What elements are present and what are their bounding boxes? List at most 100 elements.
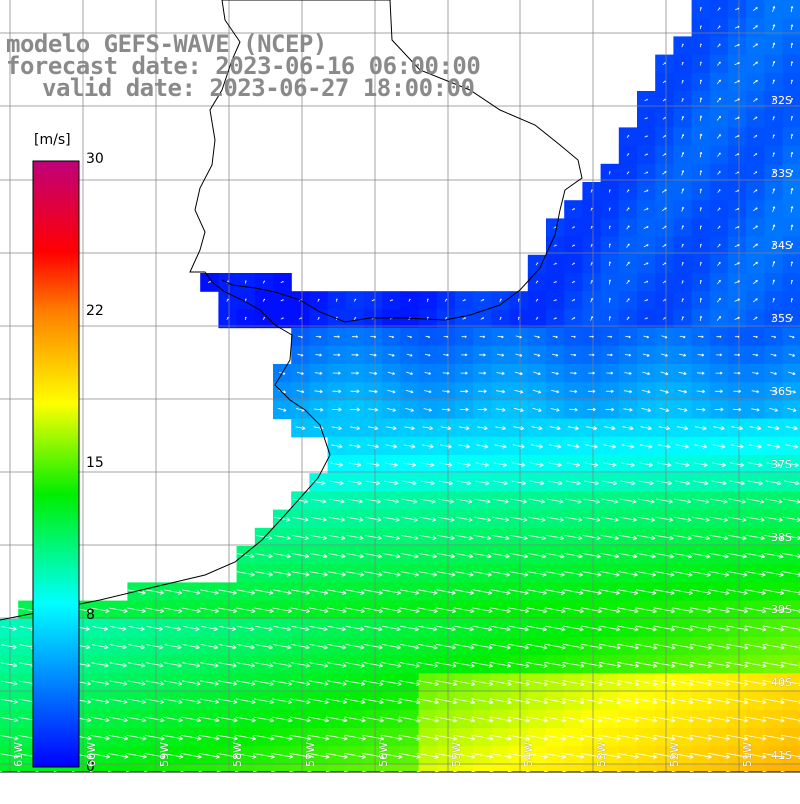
wind-arrow: [453, 734, 476, 741]
lon-label-61w: 61W: [12, 742, 25, 767]
wind-arrow: [636, 553, 656, 559]
wind-arrow: [699, 243, 702, 248]
wind-arrow: [763, 552, 784, 559]
wind-arrow: [562, 752, 585, 759]
lon-label-56w: 56W: [377, 742, 390, 767]
wind-arrow: [490, 589, 511, 595]
wind-arrow: [599, 589, 620, 595]
wind-arrow: [752, 353, 759, 357]
wind-arrow: [604, 425, 616, 431]
wind-arrow: [346, 535, 364, 541]
wind-arrow: [676, 444, 689, 449]
wind-arrow: [440, 444, 452, 449]
wind-arrow: [640, 425, 652, 431]
wind-arrow: [562, 607, 584, 614]
wind-arrow: [571, 280, 575, 284]
wind-arrow: [690, 607, 712, 614]
wind-speed-cell: [473, 764, 492, 772]
wind-arrow: [590, 189, 593, 193]
wind-arrow: [91, 644, 109, 650]
wind-arrow: [553, 299, 557, 302]
wind-arrow: [590, 243, 593, 248]
wind-arrow: [344, 698, 366, 705]
wind-arrow: [762, 661, 785, 668]
wind-arrow: [790, 79, 793, 85]
wind-arrow: [599, 643, 621, 650]
wind-arrow: [200, 662, 219, 668]
wind-speed-cell: [709, 254, 729, 274]
wind-arrow: [713, 425, 725, 431]
wind-speed-cell: [709, 273, 729, 292]
wind-arrow: [782, 516, 800, 522]
wind-arrow: [571, 317, 576, 320]
wind-arrow: [442, 389, 450, 394]
wind-arrow: [658, 425, 671, 431]
lat-label-34s: 34S: [771, 239, 792, 252]
wind-arrow: [296, 390, 305, 394]
wind-speed-cell: [0, 764, 19, 772]
wind-arrow: [606, 371, 614, 375]
wind-arrow: [699, 79, 702, 85]
wind-arrow: [273, 644, 292, 650]
wind-arrow: [499, 298, 502, 302]
wind-arrow: [657, 462, 672, 467]
wind-arrow: [309, 644, 328, 650]
wind-arrow: [581, 607, 603, 614]
wind-speed-cell: [746, 54, 765, 74]
wind-arrow: [752, 79, 758, 84]
wind-arrow: [726, 734, 749, 741]
wind-arrow: [436, 625, 456, 632]
wind-arrow: [571, 226, 575, 229]
wind-arrow: [298, 317, 302, 320]
wind-arrow: [254, 698, 274, 705]
wind-arrow: [380, 752, 403, 759]
wind-arrow: [420, 480, 435, 486]
wind-arrow: [708, 625, 730, 632]
wind-arrow: [671, 752, 694, 759]
wind-arrow: [708, 698, 730, 705]
wind-arrow: [662, 262, 667, 266]
wind-arrow: [567, 425, 579, 431]
wind-arrow: [545, 553, 565, 559]
wind-arrow: [654, 553, 674, 559]
wind-arrow: [734, 25, 740, 29]
wind-arrow: [471, 752, 494, 759]
wind-arrow: [400, 571, 419, 577]
wind-arrow: [717, 152, 721, 157]
wind-arrow: [526, 643, 548, 650]
wind-arrow: [618, 553, 638, 559]
wind-speed-cell: [655, 182, 674, 201]
wind-speed-cell: [273, 764, 292, 772]
wind-arrow: [617, 734, 639, 741]
lon-label-60w: 60W: [85, 742, 98, 767]
wind-arrow: [423, 408, 432, 412]
wind-speed-cell: [527, 254, 547, 274]
wind-arrow: [790, 279, 793, 285]
lat-lon-grid: [0, 0, 800, 773]
wind-arrow: [726, 607, 749, 614]
wind-arrow: [552, 353, 559, 357]
wind-arrow: [696, 389, 706, 394]
wind-arrow: [435, 662, 457, 668]
wind-arrow: [146, 644, 164, 650]
lat-label-33s: 33S: [771, 167, 792, 180]
wind-speed-cell: [746, 309, 765, 329]
wind-arrow: [708, 752, 730, 759]
wind-arrow: [772, 42, 776, 49]
wind-arrow: [748, 462, 763, 467]
wind-arrow: [644, 117, 648, 120]
wind-arrow: [617, 698, 639, 705]
wind-speed-cell: [655, 309, 674, 329]
lon-label-57w: 57W: [304, 742, 317, 767]
wind-arrow: [0, 716, 19, 723]
lat-label-32s: 32S: [771, 94, 792, 107]
wind-speed-cell: [291, 309, 310, 329]
wind-arrow: [292, 535, 309, 541]
wind-speed-cell: [273, 273, 292, 292]
wind-arrow: [499, 316, 502, 321]
wind-arrow: [790, 61, 793, 66]
wind-arrow: [349, 426, 361, 431]
wind-arrow: [635, 716, 658, 723]
wind-arrow: [545, 571, 565, 577]
wind-speed-cell: [673, 764, 693, 772]
